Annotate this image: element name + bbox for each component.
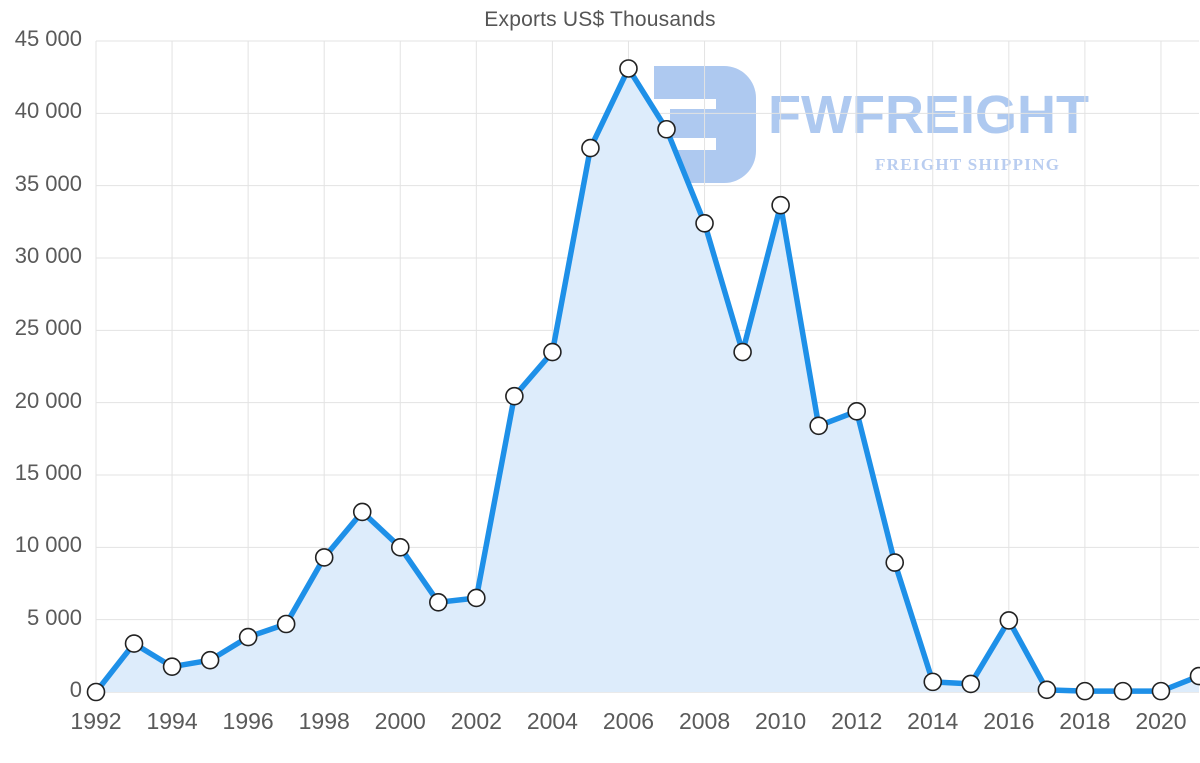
- y-axis-tick-label: 10 000: [14, 532, 82, 558]
- x-axis-tick-label: 1998: [298, 708, 350, 734]
- data-point-marker[interactable]: 1999: 12450: [352, 502, 372, 522]
- data-point-marker[interactable]: 2006: 43100: [619, 59, 638, 78]
- x-axis-tick-label: 1996: [222, 708, 274, 734]
- data-point-marker[interactable]: 2012: 19400: [847, 402, 866, 421]
- y-axis-tick-label: 25 000: [14, 315, 82, 341]
- data-point-marker[interactable]: 1994: 1750: [162, 657, 182, 676]
- x-axis-tick-label: 2020: [1135, 708, 1187, 734]
- y-axis-tick-label: 35 000: [14, 170, 82, 196]
- data-point-marker[interactable]: 2010: 33650: [771, 195, 790, 215]
- y-axis-tick-label: 15 000: [14, 460, 82, 485]
- x-axis-tick-label: 2016: [983, 708, 1035, 734]
- chart-title: Exports US$ Thousands: [484, 8, 716, 31]
- data-point-marker[interactable]: 1996: 3800: [238, 627, 258, 647]
- x-axis-tick-label: 1994: [146, 708, 198, 734]
- x-axis-tick-label: 2012: [831, 708, 883, 734]
- data-point-marker[interactable]: 1992: 0: [86, 682, 106, 702]
- data-point-marker[interactable]: 2008: 32400: [695, 213, 714, 233]
- x-axis-tick-label: 2002: [450, 708, 502, 734]
- data-point-marker[interactable]: 1997: 4700: [276, 614, 296, 634]
- data-point-marker[interactable]: 2009: 23500: [733, 342, 752, 362]
- x-axis-tick-label: 2004: [526, 708, 578, 734]
- x-axis-tick-label: 2006: [602, 708, 655, 734]
- data-point-marker[interactable]: 2003: 20450: [505, 386, 524, 406]
- data-point-marker[interactable]: 2015: 560: [961, 674, 981, 694]
- y-axis-tick-label: 45 000: [14, 26, 82, 51]
- data-point-marker[interactable]: 2014: 700: [923, 672, 943, 692]
- data-point-marker[interactable]: 2019: 60: [1113, 681, 1133, 701]
- y-axis-tick-label: 20 000: [14, 387, 82, 413]
- y-axis-tick-label: 5 000: [26, 604, 82, 630]
- data-point-marker[interactable]: 2005: 37600: [581, 138, 600, 158]
- data-point-marker[interactable]: 2017: 150: [1037, 680, 1057, 700]
- data-point-marker[interactable]: 2007: 38900: [657, 119, 676, 139]
- y-axis-tick-label: 0: [69, 677, 82, 702]
- data-point-marker[interactable]: 2020: 60: [1151, 681, 1171, 701]
- data-point-marker[interactable]: 2002: 6500: [467, 588, 486, 608]
- area-fill: [96, 68, 1199, 693]
- data-point-marker[interactable]: 2021: 1100: [1189, 666, 1200, 686]
- x-axis-tick-label: 2014: [907, 708, 959, 734]
- x-axis-tick-label: 2010: [755, 708, 807, 734]
- data-point-marker[interactable]: 2011: 18400: [809, 416, 828, 436]
- data-point-marker[interactable]: 2013: 8950: [885, 553, 905, 572]
- x-axis-tick-label: 1992: [70, 708, 122, 734]
- data-point-marker[interactable]: 2004: 23500: [543, 342, 562, 362]
- y-axis-tick-label: 30 000: [14, 243, 82, 268]
- y-axis-tick-label: 40 000: [14, 98, 82, 124]
- x-axis-tick-label: 2018: [1059, 708, 1111, 734]
- data-point-marker[interactable]: 2016: 4950: [999, 611, 1019, 630]
- data-point-marker[interactable]: 1998: 9300: [314, 548, 334, 567]
- x-axis-tick-label: 2008: [678, 708, 731, 734]
- data-point-marker[interactable]: 2018: 60: [1075, 681, 1095, 701]
- x-axis-tick-label: 2000: [374, 708, 426, 734]
- data-point-marker[interactable]: 1993: 3350: [124, 634, 144, 653]
